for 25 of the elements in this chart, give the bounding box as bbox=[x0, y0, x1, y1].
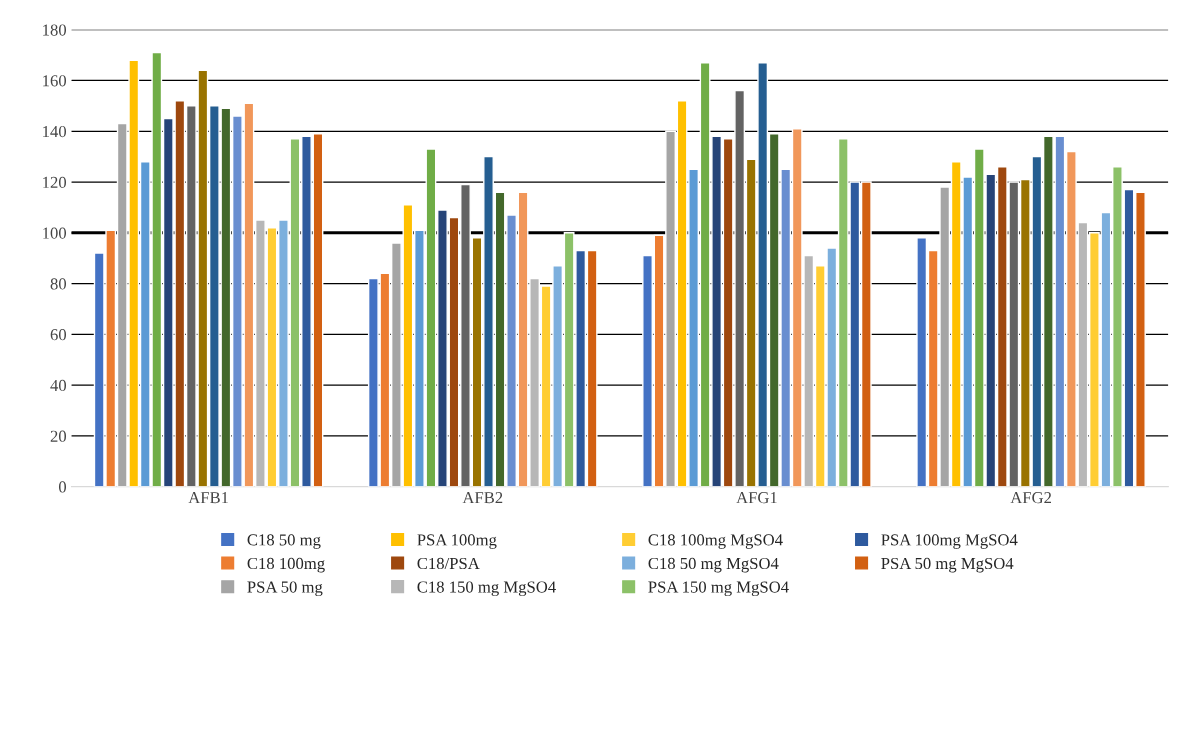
legend-label: C18/PSA bbox=[417, 557, 480, 570]
y-tick-label: 100 bbox=[43, 227, 67, 239]
legend-label: PSA 150 mg MgSO4 bbox=[648, 581, 789, 597]
y-tick-label: 120 bbox=[43, 176, 67, 188]
legend-label: C18 150 mg MgSO4 bbox=[417, 581, 556, 597]
legend-label: C18 50 mg MgSO4 bbox=[648, 557, 779, 573]
y-tick-label: 80 bbox=[50, 278, 67, 290]
y-tick-label: 180 bbox=[43, 24, 67, 36]
legend-label: C18 50 mg bbox=[247, 534, 321, 549]
y-tick-label: 140 bbox=[43, 125, 67, 138]
y-tick-label: 40 bbox=[50, 379, 67, 392]
legend-label: PSA 100mg MgSO4 bbox=[881, 534, 1018, 549]
legend-label: C18 100mg MgSO4 bbox=[648, 534, 783, 549]
legend-label: C18 100mg bbox=[247, 557, 325, 573]
legend-label: PSA 100mg bbox=[417, 534, 497, 549]
y-tick-label: 20 bbox=[50, 430, 67, 442]
x-tick-label: AFB2 bbox=[462, 492, 503, 504]
legend-label: PSA 50 mg MgSO4 bbox=[881, 557, 1014, 573]
x-tick-label: AFG2 bbox=[1010, 492, 1051, 504]
x-tick-label: AFG1 bbox=[736, 492, 777, 504]
legend-label: PSA 50 mg bbox=[247, 581, 323, 597]
y-tick-label: 160 bbox=[43, 75, 67, 87]
y-tick-label: 60 bbox=[50, 329, 67, 341]
x-tick-label: AFB1 bbox=[188, 492, 228, 504]
y-tick-label: 0 bbox=[58, 481, 67, 493]
